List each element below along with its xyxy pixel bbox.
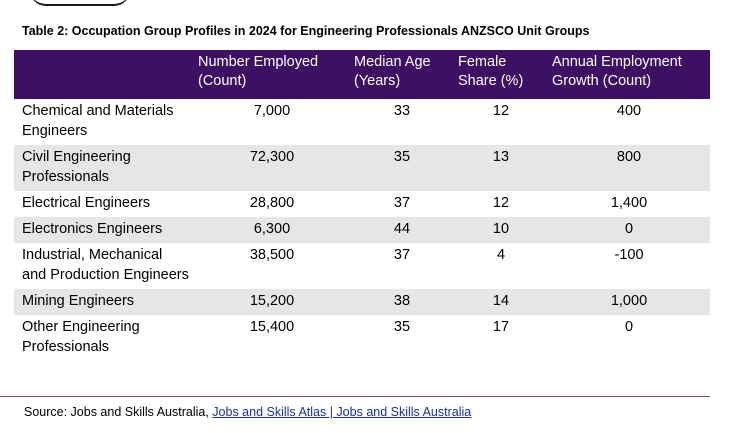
employment-growth: -100 — [614, 247, 644, 263]
employment-growth: 0 — [624, 221, 634, 237]
header-female-share: Female Share (%) — [458, 54, 524, 89]
occupation-name: Electrical Engineers — [22, 195, 151, 211]
median-age: 37 — [393, 195, 411, 211]
median-age: 44 — [393, 221, 411, 237]
header-number-employed: Number Employed (Count) — [198, 54, 319, 89]
table-row: Civil Engineering Professionals 72,300 3… — [14, 145, 710, 191]
female-share: 12 — [492, 195, 510, 211]
table-row: Chemical and Materials Engineers 7,000 3… — [14, 99, 710, 145]
median-age: 35 — [393, 149, 411, 165]
table-row: Electrical Engineers 28,800 37 12 1,400 — [14, 191, 710, 217]
header-median-age: Median Age (Years) — [354, 54, 431, 89]
employment-growth: 400 — [616, 103, 642, 119]
occupation-name: Chemical and Materials Engineers — [22, 103, 174, 139]
cropped-text-fragment — [30, 0, 130, 6]
table-row: Industrial, Mechanical and Production En… — [14, 243, 710, 289]
occupation-name: Other Engineering Professionals — [22, 319, 140, 355]
female-share: 17 — [492, 319, 510, 335]
occupation-name: Electronics Engineers — [22, 221, 163, 237]
female-share: 10 — [492, 221, 510, 237]
median-age: 37 — [393, 247, 411, 263]
female-share: 12 — [492, 103, 510, 119]
number-employed: 7,000 — [253, 103, 291, 119]
employment-growth: 1,000 — [610, 293, 648, 309]
employment-growth: 1,400 — [610, 195, 648, 211]
source-note: Source: Jobs and Skills Australia, Jobs … — [0, 396, 710, 419]
occupation-profile-table: Number Employed (Count) Median Age (Year… — [14, 50, 710, 361]
header-occupation — [14, 50, 194, 99]
occupation-name: Industrial, Mechanical and Production En… — [22, 247, 189, 283]
median-age: 35 — [393, 319, 411, 335]
number-employed: 72,300 — [249, 149, 295, 165]
source-link[interactable]: Jobs and Skills Atlas | Jobs and Skills … — [212, 405, 472, 419]
median-age: 33 — [393, 103, 411, 119]
table-header-row: Number Employed (Count) Median Age (Year… — [14, 50, 710, 99]
table-row: Electronics Engineers 6,300 44 10 0 — [14, 217, 710, 243]
number-employed: 28,800 — [249, 195, 295, 211]
header-employment-growth: Annual Employment Growth (Count) — [552, 54, 682, 89]
female-share: 13 — [492, 149, 510, 165]
employment-growth: 0 — [624, 319, 634, 335]
occupation-name: Civil Engineering Professionals — [22, 149, 131, 185]
table-row: Other Engineering Professionals 15,400 3… — [14, 315, 710, 361]
occupation-name: Mining Engineers — [22, 293, 135, 309]
number-employed: 38,500 — [249, 247, 295, 263]
table-row: Mining Engineers 15,200 38 14 1,000 — [14, 289, 710, 315]
table-caption: Table 2: Occupation Group Profiles in 20… — [22, 24, 590, 38]
number-employed: 15,200 — [249, 293, 295, 309]
number-employed: 15,400 — [249, 319, 295, 335]
number-employed: 6,300 — [253, 221, 291, 237]
female-share: 14 — [492, 293, 510, 309]
source-prefix: Source: Jobs and Skills Australia, — [24, 405, 213, 419]
female-share: 4 — [496, 247, 506, 263]
employment-growth: 800 — [616, 149, 642, 165]
median-age: 38 — [393, 293, 411, 309]
